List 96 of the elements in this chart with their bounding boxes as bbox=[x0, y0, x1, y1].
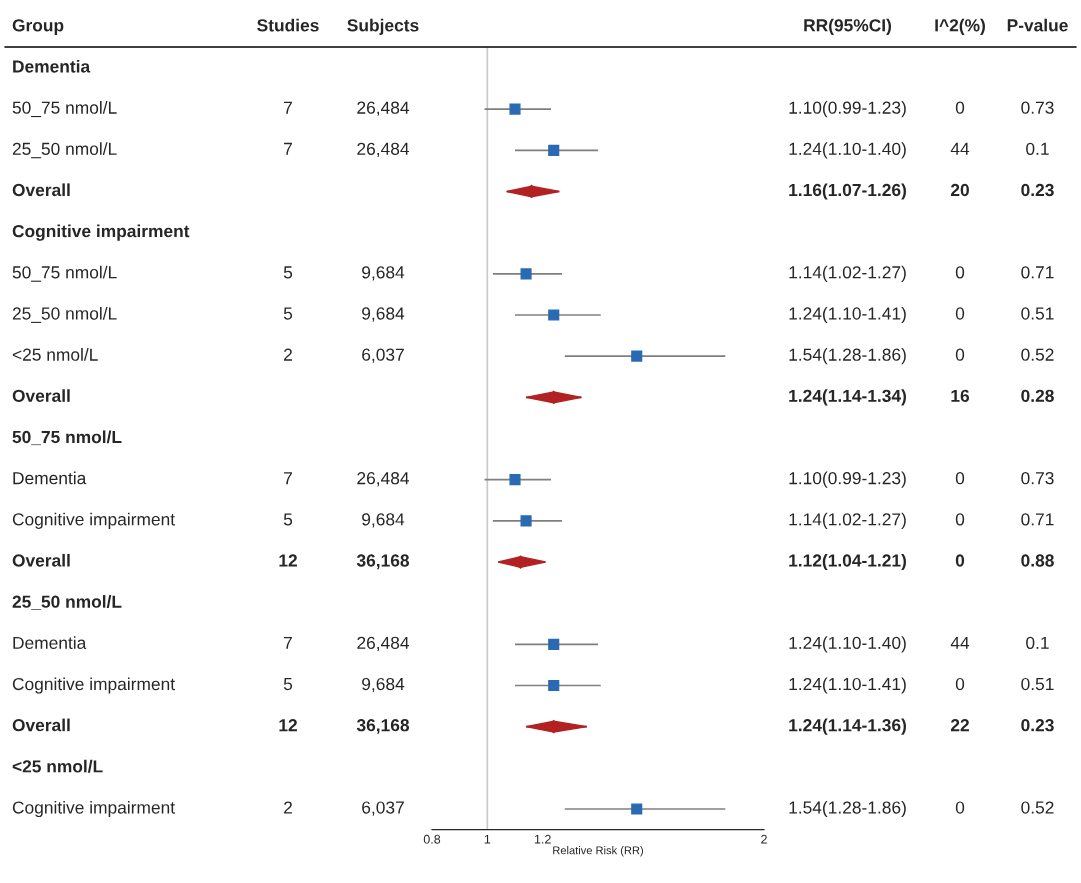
category-label: 25_50 nmol/L bbox=[12, 306, 117, 323]
category-label: Dementia bbox=[13, 636, 87, 649]
x-tick-label: 1 bbox=[484, 834, 491, 844]
category-label: 0.88 bbox=[1021, 554, 1054, 567]
category-label: 5 bbox=[283, 266, 293, 279]
category-label: 5 bbox=[283, 678, 293, 691]
category-label: 0.23 bbox=[1021, 183, 1054, 197]
category-label: Dementia bbox=[13, 471, 87, 485]
category-label: 2 bbox=[284, 348, 292, 361]
category-label: 2 bbox=[284, 801, 292, 814]
category-label: 12 bbox=[279, 719, 297, 732]
category-label: 9,684 bbox=[362, 677, 405, 693]
category-label: 0 bbox=[955, 348, 965, 361]
category-label: 22 bbox=[950, 719, 969, 732]
category-label: 25_50 nmol/L bbox=[12, 595, 122, 610]
category-label: 25_50 nmol/L bbox=[12, 142, 117, 159]
category-label: 0.51 bbox=[1021, 677, 1054, 691]
category-label: 0.71 bbox=[1021, 266, 1054, 279]
category-label: 0 bbox=[955, 677, 965, 691]
category-label: Overall bbox=[12, 389, 70, 402]
category-label: 36,168 bbox=[356, 719, 410, 734]
category-label: Overall bbox=[12, 183, 70, 197]
category-label: <25 nmol/L bbox=[12, 759, 103, 773]
category-label: 0.73 bbox=[1021, 472, 1054, 485]
x-tick-label: 2 bbox=[761, 834, 767, 844]
category-label: Cognitive impairment bbox=[12, 677, 175, 694]
category-label: Overall bbox=[12, 553, 70, 567]
category-label: 1.54(1.28-1.86) bbox=[789, 800, 906, 818]
category-label: 0 bbox=[955, 266, 965, 279]
category-label: 1.14(1.02-1.27) bbox=[789, 512, 906, 529]
category-label: Overall bbox=[12, 718, 70, 732]
category-label: 0.52 bbox=[1021, 801, 1054, 814]
text: I^2(%) bbox=[935, 18, 985, 35]
category-label: 26,484 bbox=[357, 636, 410, 652]
category-label: 0.71 bbox=[1021, 513, 1054, 526]
category-label: 6,037 bbox=[362, 348, 404, 363]
category-label: 36,168 bbox=[356, 554, 410, 570]
category-label: 0.1 bbox=[1026, 636, 1049, 649]
x-tick-label: 0.8 bbox=[423, 834, 441, 844]
category-label: 7 bbox=[284, 101, 292, 114]
category-label: 5 bbox=[283, 307, 293, 320]
category-label: 0.52 bbox=[1021, 348, 1054, 361]
category-label: 0 bbox=[955, 307, 965, 320]
category-label: 50_75 nmol/L bbox=[12, 101, 117, 118]
category-label: 26,484 bbox=[357, 101, 410, 116]
category-label: 1.24(1.14-1.36) bbox=[789, 718, 906, 735]
category-label: 1.24(1.10-1.40) bbox=[789, 636, 906, 653]
category-label: 6,037 bbox=[362, 801, 404, 816]
category-label: 1.24(1.10-1.40) bbox=[789, 142, 906, 159]
category-label: 9,684 bbox=[362, 513, 405, 528]
category-label: 0 bbox=[955, 101, 965, 114]
category-label: 44 bbox=[950, 636, 970, 649]
text: Subjects bbox=[347, 18, 419, 35]
category-label: 1.16(1.07-1.26) bbox=[789, 183, 906, 200]
category-label: 1.54(1.28-1.86) bbox=[789, 348, 906, 365]
category-label: 26,484 bbox=[357, 142, 410, 158]
category-label: 1.12(1.04-1.21) bbox=[789, 553, 906, 571]
category-label: 20 bbox=[950, 183, 969, 197]
category-label: 0.1 bbox=[1026, 142, 1049, 155]
category-label: 50_75 nmol/L bbox=[12, 430, 122, 446]
category-label: 1.24(1.10-1.41) bbox=[789, 677, 906, 694]
category-label: 12 bbox=[279, 554, 297, 567]
text: RR(95%CI) bbox=[804, 18, 892, 35]
category-label: 0 bbox=[955, 801, 965, 814]
text: Studies bbox=[257, 18, 319, 32]
category-label: 0.51 bbox=[1021, 307, 1054, 320]
category-label: <25 nmol/L bbox=[12, 348, 98, 361]
category-label: 0.23 bbox=[1021, 719, 1054, 732]
text: P-value bbox=[1007, 18, 1068, 32]
category-label: 0 bbox=[955, 513, 965, 526]
category-label: 7 bbox=[284, 636, 292, 649]
category-label: Cognitive impairment bbox=[12, 224, 190, 241]
category-label: 26,484 bbox=[357, 472, 410, 487]
category-label: 0 bbox=[955, 472, 965, 485]
category-label: 7 bbox=[284, 142, 292, 155]
category-label: 44 bbox=[950, 142, 970, 155]
category-label: 16 bbox=[951, 389, 970, 402]
category-label: 1.24(1.14-1.34) bbox=[789, 389, 906, 406]
category-label: 9,684 bbox=[362, 307, 405, 322]
category-label: 1.10(0.99-1.23) bbox=[789, 471, 906, 488]
category-label: Cognitive impairment bbox=[12, 800, 175, 818]
category-label: 1.10(0.99-1.23) bbox=[789, 101, 906, 118]
category-label: 0.73 bbox=[1021, 101, 1054, 114]
category-label: 7 bbox=[284, 472, 292, 485]
category-label: 9,684 bbox=[362, 266, 405, 281]
category-label: Cognitive impairment bbox=[12, 512, 175, 529]
category-label: 50_75 nmol/L bbox=[12, 265, 117, 282]
category-label: Dementia bbox=[13, 59, 91, 73]
category-label: 0.28 bbox=[1021, 389, 1054, 402]
category-label: 5 bbox=[283, 513, 293, 526]
x-axis-title: Relative Risk (RR) bbox=[553, 846, 643, 857]
category-label: 1.14(1.02-1.27) bbox=[789, 265, 906, 282]
text: Group bbox=[12, 19, 64, 35]
category-label: 0 bbox=[955, 554, 965, 567]
category-label: 1.24(1.10-1.41) bbox=[789, 306, 906, 324]
x-tick-label: 1.2 bbox=[534, 834, 551, 844]
